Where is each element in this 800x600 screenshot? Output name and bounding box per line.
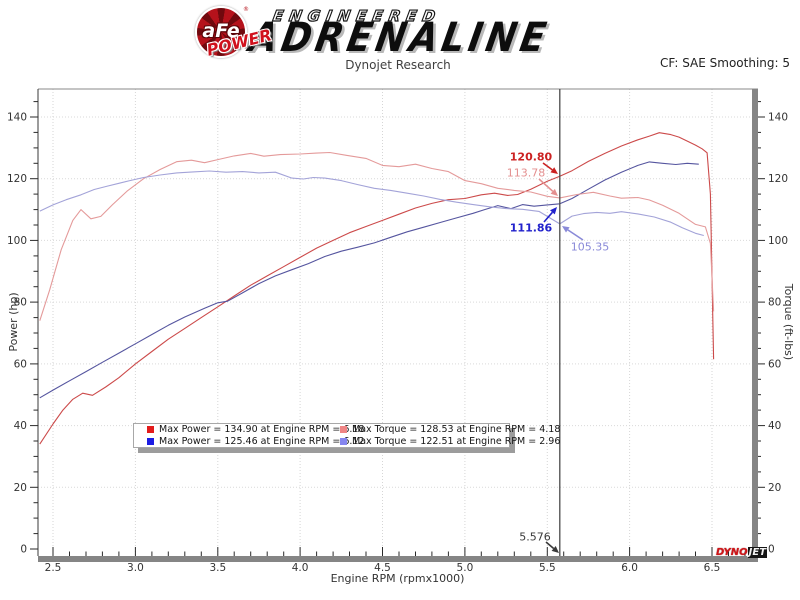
svg-text:5.0: 5.0 xyxy=(457,562,474,574)
legend-label: Max Torque = 122.51 at Engine RPM = 2.96 xyxy=(352,436,561,447)
svg-text:140: 140 xyxy=(7,112,27,124)
cursor-readout-power-red: 120.80 xyxy=(510,151,558,174)
svg-text:6.0: 6.0 xyxy=(621,562,638,574)
curve-power-blue xyxy=(39,161,699,399)
curve-power-red xyxy=(39,132,715,445)
svg-text:60: 60 xyxy=(14,358,27,370)
cursor-readout-power-blue: 111.86 xyxy=(510,207,557,235)
svg-text:111.86: 111.86 xyxy=(510,222,553,235)
legend-box: Max Power = 134.90 at Engine RPM = 6.18 M… xyxy=(133,423,560,448)
svg-text:5.5: 5.5 xyxy=(539,562,556,574)
x-axis: 2.5 3.0 3.5 4.0 4.5 5.0 5.5 6.0 6.5 xyxy=(45,547,746,574)
legend-swatch xyxy=(340,438,347,445)
legend-item: Max Torque = 122.51 at Engine RPM = 2.96 xyxy=(340,436,560,447)
afe-logo-text: aFe xyxy=(202,20,240,42)
svg-text:20: 20 xyxy=(14,482,27,494)
svg-text:140: 140 xyxy=(768,112,788,124)
svg-text:105.35: 105.35 xyxy=(571,241,610,254)
svg-text:40: 40 xyxy=(768,420,781,432)
cursor-rpm-readout: 5.576 xyxy=(519,531,559,553)
plot-frame xyxy=(37,88,758,562)
correction-smoothing-info: CF: SAE Smoothing: 5 xyxy=(659,56,790,70)
dynojet-logo-jet: JET xyxy=(747,547,768,558)
svg-text:0: 0 xyxy=(768,544,775,556)
dynojet-logo-dyno: DYNO xyxy=(716,547,748,558)
svg-text:2.5: 2.5 xyxy=(45,562,62,574)
legend-item: Max Power = 125.46 at Engine RPM = 6.12 xyxy=(147,436,364,447)
svg-text:100: 100 xyxy=(768,235,788,247)
afe-power-logo: aFe ® xyxy=(195,6,249,58)
y-axis-label-torque: Torque (ft-lbs) xyxy=(782,283,795,361)
legend-item: Max Power = 134.90 at Engine RPM = 6.18 xyxy=(147,424,364,435)
report-subtitle: Dynojet Research xyxy=(345,58,451,72)
legend-swatch xyxy=(147,426,154,433)
svg-text:4.5: 4.5 xyxy=(374,562,391,574)
curve-torque-lightblue xyxy=(39,170,704,237)
y-axis-left: 0 20 40 60 80 100 120 140 xyxy=(7,101,38,556)
brand-line-adrenaline: ADRENALINE xyxy=(245,15,554,61)
svg-text:120: 120 xyxy=(7,173,27,185)
legend-label: Max Power = 134.90 at Engine RPM = 6.18 xyxy=(159,424,365,435)
legend-label: Max Power = 125.46 at Engine RPM = 6.12 xyxy=(159,436,365,447)
registered-mark-icon: ® xyxy=(243,6,249,13)
svg-text:4.0: 4.0 xyxy=(292,562,309,574)
svg-text:120: 120 xyxy=(768,173,788,185)
svg-text:80: 80 xyxy=(14,297,27,309)
cursor-readouts: 120.80 113.78 111.86 105.35 5.576 xyxy=(507,151,609,553)
legend-swatch xyxy=(147,438,154,445)
svg-text:0: 0 xyxy=(20,544,27,556)
y-axis-right: 0 20 40 60 80 100 120 140 xyxy=(758,101,788,556)
svg-text:113.78: 113.78 xyxy=(507,167,546,180)
svg-text:100: 100 xyxy=(7,235,27,247)
legend-item: Max Torque = 128.53 at Engine RPM = 4.18 xyxy=(340,424,560,435)
dyno-curves xyxy=(39,132,715,445)
legend-label: Max Torque = 128.53 at Engine RPM = 4.18 xyxy=(352,424,561,435)
gridlines xyxy=(38,89,752,556)
svg-text:80: 80 xyxy=(768,297,781,309)
x-axis-label: Engine RPM (rpmx1000) xyxy=(330,572,465,585)
y-axis-label-power: Power (hp) xyxy=(7,292,20,352)
curve-torque-salmon xyxy=(39,151,715,321)
svg-text:6.5: 6.5 xyxy=(704,562,721,574)
legend-swatch xyxy=(340,426,347,433)
svg-text:3.5: 3.5 xyxy=(209,562,226,574)
report-header: aFe ® POWER ENGINEERED ADRENALINE Dynoje… xyxy=(0,0,800,86)
cursor-readout-torque-salmon: 113.78 xyxy=(507,167,558,196)
svg-text:20: 20 xyxy=(768,482,781,494)
dynojet-logo: DYNOJET xyxy=(716,547,768,558)
svg-text:5.576: 5.576 xyxy=(519,531,551,544)
svg-text:3.0: 3.0 xyxy=(127,562,144,574)
svg-text:120.80: 120.80 xyxy=(510,151,553,164)
svg-text:60: 60 xyxy=(768,358,781,370)
cursor-readout-torque-lightblue: 105.35 xyxy=(562,226,609,254)
svg-text:40: 40 xyxy=(14,420,27,432)
